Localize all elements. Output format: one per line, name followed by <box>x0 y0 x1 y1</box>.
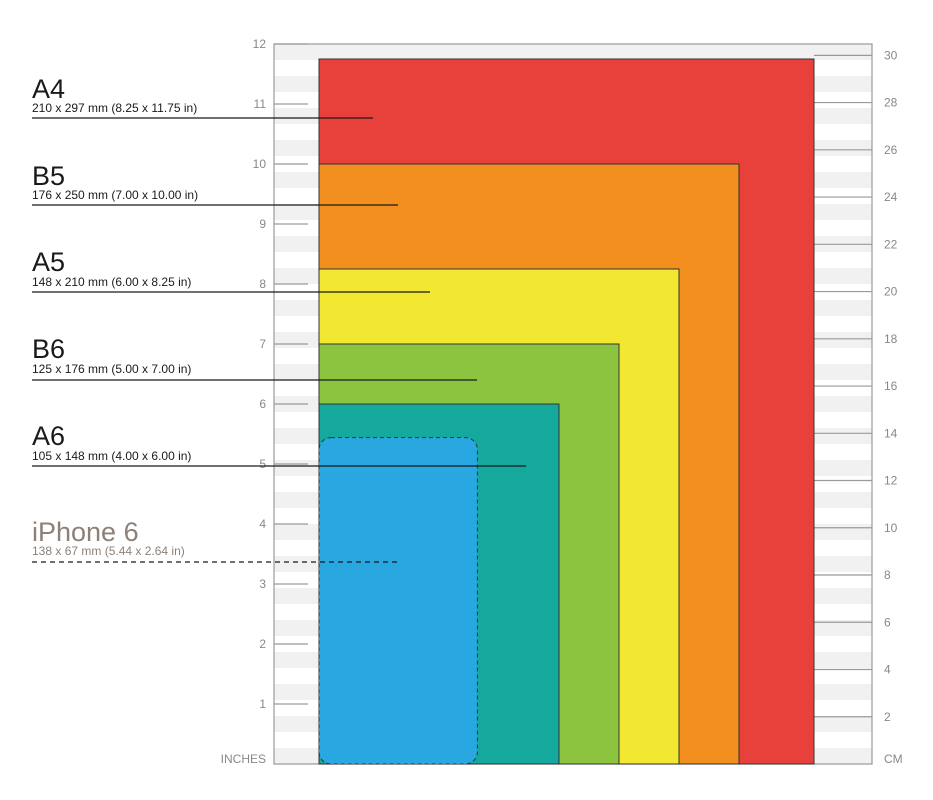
inch-tick-label: 5 <box>259 457 266 471</box>
inch-tick-label: 9 <box>259 217 266 231</box>
cm-tick-label: 4 <box>884 663 891 677</box>
phone-name: iPhone 6 <box>32 517 139 547</box>
cm-tick-label: 16 <box>884 379 898 393</box>
inch-tick-label: 8 <box>259 277 266 291</box>
size-name-b6: B6 <box>32 334 65 364</box>
size-name-a6: A6 <box>32 421 65 451</box>
cm-tick-label: 22 <box>884 237 898 251</box>
size-dims-a4: 210 x 297 mm (8.25 x 11.75 in) <box>32 101 197 115</box>
cm-tick-label: 28 <box>884 96 898 110</box>
size-dims-a5: 148 x 210 mm (6.00 x 8.25 in) <box>32 275 191 289</box>
inch-tick-label: 2 <box>259 637 266 651</box>
cm-tick-label: 26 <box>884 143 898 157</box>
iphone-rect <box>318 437 478 765</box>
inches-unit-label: INCHES <box>221 752 266 766</box>
cm-tick-label: 6 <box>884 615 891 629</box>
cm-tick-label: 18 <box>884 332 898 346</box>
size-dims-b5: 176 x 250 mm (7.00 x 10.00 in) <box>32 188 198 202</box>
inch-tick-label: 3 <box>259 577 266 591</box>
size-name-b5: B5 <box>32 161 65 191</box>
cm-tick-label: 8 <box>884 568 891 582</box>
size-dims-b6: 125 x 176 mm (5.00 x 7.00 in) <box>32 362 191 376</box>
size-name-a4: A4 <box>32 74 65 104</box>
cm-unit-label: CM <box>884 752 903 766</box>
phone-dims: 138 x 67 mm (5.44 x 2.64 in) <box>32 544 185 558</box>
inch-tick-label: 7 <box>259 337 266 351</box>
inch-tick-label: 12 <box>253 37 267 51</box>
cm-tick-label: 30 <box>884 48 898 62</box>
size-dims-a6: 105 x 148 mm (4.00 x 6.00 in) <box>32 449 191 463</box>
cm-tick-label: 12 <box>884 474 898 488</box>
size-name-a5: A5 <box>32 247 65 277</box>
inch-tick-label: 6 <box>259 397 266 411</box>
cm-tick-label: 10 <box>884 521 898 535</box>
cm-tick-label: 24 <box>884 190 898 204</box>
leader-lines <box>32 117 526 563</box>
cm-tick-label: 2 <box>884 710 891 724</box>
cm-tick-label: 20 <box>884 285 898 299</box>
inch-tick-label: 4 <box>259 517 266 531</box>
inch-tick-label: 10 <box>253 157 267 171</box>
inch-tick-label: 1 <box>259 697 266 711</box>
cm-tick-label: 14 <box>884 426 898 440</box>
inch-tick-label: 11 <box>254 97 267 111</box>
background-stripe <box>274 44 872 60</box>
iphone-outline <box>318 437 478 765</box>
